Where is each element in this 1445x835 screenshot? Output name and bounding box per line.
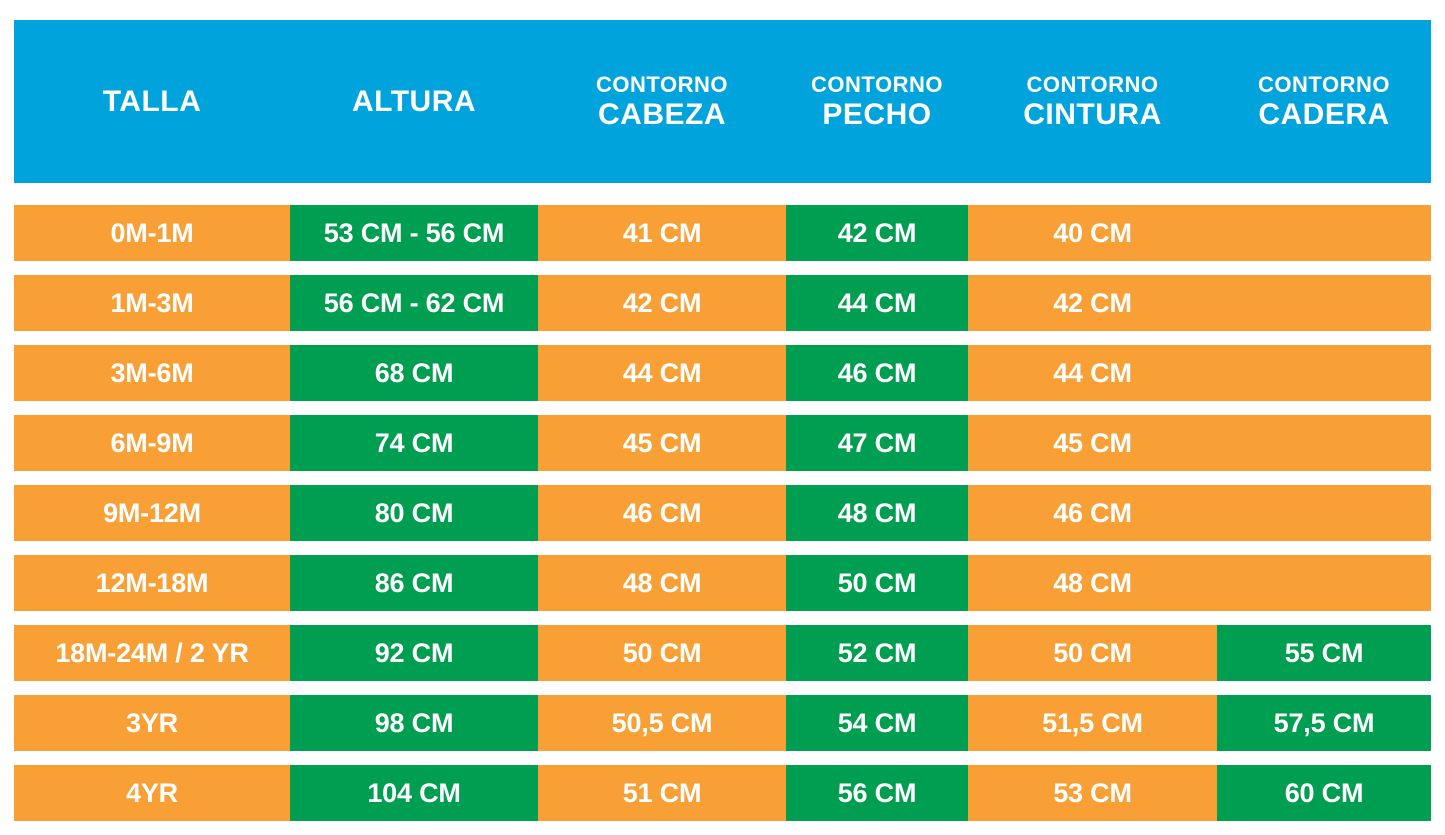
table-cell-altura: 104 CM: [290, 765, 538, 821]
table-header-row: TALLA ALTURA CONTORNO CABEZA CONTORNO PE…: [14, 20, 1431, 183]
table-cell-cintura: 50 CM: [968, 625, 1217, 681]
table-cell-cintura: 45 CM: [968, 415, 1217, 471]
table-row: 18M-24M / 2 YR 92 CM 50 CM 52 CM 50 CM 5…: [14, 625, 1431, 681]
table-cell-cadera: [1217, 205, 1431, 261]
table-cell-cabeza: 44 CM: [538, 345, 786, 401]
table-cell-cadera: [1217, 555, 1431, 611]
table-row: 3YR 98 CM 50,5 CM 54 CM 51,5 CM 57,5 CM: [14, 695, 1431, 751]
header-cell-altura: ALTURA: [290, 20, 538, 183]
table-cell-talla: 6M-9M: [14, 415, 290, 471]
header-label-main: ALTURA: [351, 84, 477, 118]
table-cell-pecho: 54 CM: [786, 695, 968, 751]
table-cell-cabeza: 42 CM: [538, 275, 786, 331]
table-cell-cabeza: 50,5 CM: [538, 695, 786, 751]
table-row: 6M-9M 74 CM 45 CM 47 CM 45 CM: [14, 415, 1431, 471]
table-cell-cabeza: 50 CM: [538, 625, 786, 681]
table-cell-pecho: 42 CM: [786, 205, 968, 261]
header-label-main: CADERA: [1258, 97, 1390, 131]
table-cell-cintura: 44 CM: [968, 345, 1217, 401]
table-cell-cintura: 48 CM: [968, 555, 1217, 611]
table-cell-talla: 18M-24M / 2 YR: [14, 625, 290, 681]
table-cell-talla: 3M-6M: [14, 345, 290, 401]
table-cell-cabeza: 45 CM: [538, 415, 786, 471]
header-label-top: CONTORNO: [811, 71, 943, 97]
header-label-main: PECHO: [822, 97, 932, 131]
table-cell-talla: 1M-3M: [14, 275, 290, 331]
table-row: 4YR 104 CM 51 CM 56 CM 53 CM 60 CM: [14, 765, 1431, 821]
table-cell-pecho: 48 CM: [786, 485, 968, 541]
header-cell-contorno-cadera: CONTORNO CADERA: [1217, 20, 1431, 183]
table-cell-cintura: 42 CM: [968, 275, 1217, 331]
table-cell-altura: 80 CM: [290, 485, 538, 541]
table-cell-pecho: 46 CM: [786, 345, 968, 401]
table-cell-talla: 4YR: [14, 765, 290, 821]
size-chart-table: TALLA ALTURA CONTORNO CABEZA CONTORNO PE…: [14, 20, 1431, 835]
header-label-main: CABEZA: [598, 97, 726, 131]
table-cell-cabeza: 48 CM: [538, 555, 786, 611]
table-cell-pecho: 56 CM: [786, 765, 968, 821]
table-cell-cintura: 51,5 CM: [968, 695, 1217, 751]
table-cell-talla: 0M-1M: [14, 205, 290, 261]
table-cell-altura: 98 CM: [290, 695, 538, 751]
table-cell-pecho: 44 CM: [786, 275, 968, 331]
header-label-top: CONTORNO: [1026, 71, 1159, 97]
table-cell-altura: 56 CM - 62 CM: [290, 275, 538, 331]
table-cell-cadera: [1217, 415, 1431, 471]
table-cell-altura: 86 CM: [290, 555, 538, 611]
table-cell-cabeza: 51 CM: [538, 765, 786, 821]
table-cell-pecho: 52 CM: [786, 625, 968, 681]
header-label-top: CONTORNO: [1258, 71, 1390, 97]
table-cell-talla: 3YR: [14, 695, 290, 751]
table-cell-cadera: 60 CM: [1217, 765, 1431, 821]
table-cell-pecho: 47 CM: [786, 415, 968, 471]
table-cell-talla: 12M-18M: [14, 555, 290, 611]
table-row: 0M-1M 53 CM - 56 CM 41 CM 42 CM 40 CM: [14, 205, 1431, 261]
table-cell-cabeza: 41 CM: [538, 205, 786, 261]
table-cell-talla: 9M-12M: [14, 485, 290, 541]
table-cell-cadera: [1217, 485, 1431, 541]
table-row: 3M-6M 68 CM 44 CM 46 CM 44 CM: [14, 345, 1431, 401]
header-cell-talla: TALLA: [14, 20, 290, 183]
table-cell-altura: 92 CM: [290, 625, 538, 681]
header-cell-contorno-cabeza: CONTORNO CABEZA: [538, 20, 786, 183]
table-cell-cadera: 57,5 CM: [1217, 695, 1431, 751]
table-cell-cadera: [1217, 345, 1431, 401]
table-cell-cabeza: 46 CM: [538, 485, 786, 541]
table-row: 9M-12M 80 CM 46 CM 48 CM 46 CM: [14, 485, 1431, 541]
table-row: 12M-18M 86 CM 48 CM 50 CM 48 CM: [14, 555, 1431, 611]
table-row: 1M-3M 56 CM - 62 CM 42 CM 44 CM 42 CM: [14, 275, 1431, 331]
table-cell-cintura: 46 CM: [968, 485, 1217, 541]
header-label-main: TALLA: [102, 84, 202, 118]
header-label-top: CONTORNO: [596, 71, 728, 97]
table-cell-cadera: 55 CM: [1217, 625, 1431, 681]
table-cell-altura: 68 CM: [290, 345, 538, 401]
table-cell-altura: 74 CM: [290, 415, 538, 471]
table-cell-cintura: 53 CM: [968, 765, 1217, 821]
header-label-main: CINTURA: [1023, 97, 1162, 131]
table-cell-altura: 53 CM - 56 CM: [290, 205, 538, 261]
header-cell-contorno-pecho: CONTORNO PECHO: [786, 20, 968, 183]
table-cell-pecho: 50 CM: [786, 555, 968, 611]
table-cell-cadera: [1217, 275, 1431, 331]
table-cell-cintura: 40 CM: [968, 205, 1217, 261]
header-cell-contorno-cintura: CONTORNO CINTURA: [968, 20, 1217, 183]
